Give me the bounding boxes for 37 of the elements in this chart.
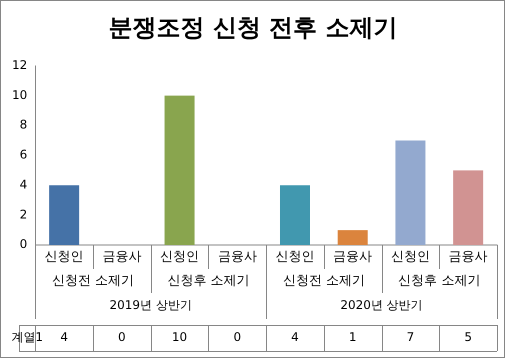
x-tick-label: 금융사: [448, 249, 488, 264]
y-tick-label: 8: [20, 118, 28, 132]
data-label: 5: [464, 330, 472, 344]
text: 신청전 소제기: [282, 273, 365, 288]
y-tick-label: 12: [12, 58, 28, 72]
x-tick-label: 금융사: [102, 249, 142, 264]
data-label: 1: [348, 330, 357, 344]
bar: [49, 185, 80, 245]
text: 신청후 소제기: [398, 273, 480, 288]
y-tick-label: 2: [20, 207, 28, 222]
chart-title: 분쟁조정 신청 전후 소제기: [108, 14, 398, 42]
data-label: 0: [118, 330, 126, 344]
bar: [395, 140, 426, 245]
bar: [453, 170, 484, 245]
text: 2019년 상반기: [110, 298, 192, 312]
text: 신청후 소제기: [167, 273, 250, 288]
x-tick-label: 신청인: [160, 249, 200, 264]
bar: [280, 185, 310, 245]
text: 신청전 소제기: [52, 273, 134, 288]
x-tick-label: 신청인: [275, 249, 314, 264]
x-tick-label: 금융사: [218, 249, 257, 264]
bar: [164, 96, 195, 245]
y-tick-label: 0: [20, 237, 28, 252]
data-label: 4: [60, 330, 68, 344]
text: 2020년 상반기: [340, 298, 423, 312]
bar: [338, 230, 368, 245]
x-tick-label: 신청인: [44, 249, 84, 264]
text: 계열1: [11, 330, 43, 344]
y-tick-label: 10: [12, 88, 28, 102]
data-label: 0: [233, 330, 242, 344]
y-tick-label: 4: [20, 177, 28, 192]
x-tick-label: 금융사: [333, 249, 372, 264]
data-label: 4: [291, 330, 299, 344]
data-label: 7: [406, 330, 414, 344]
y-tick-label: 6: [20, 148, 28, 162]
data-label: 10: [172, 330, 188, 344]
x-tick-label: 신청인: [390, 249, 430, 264]
